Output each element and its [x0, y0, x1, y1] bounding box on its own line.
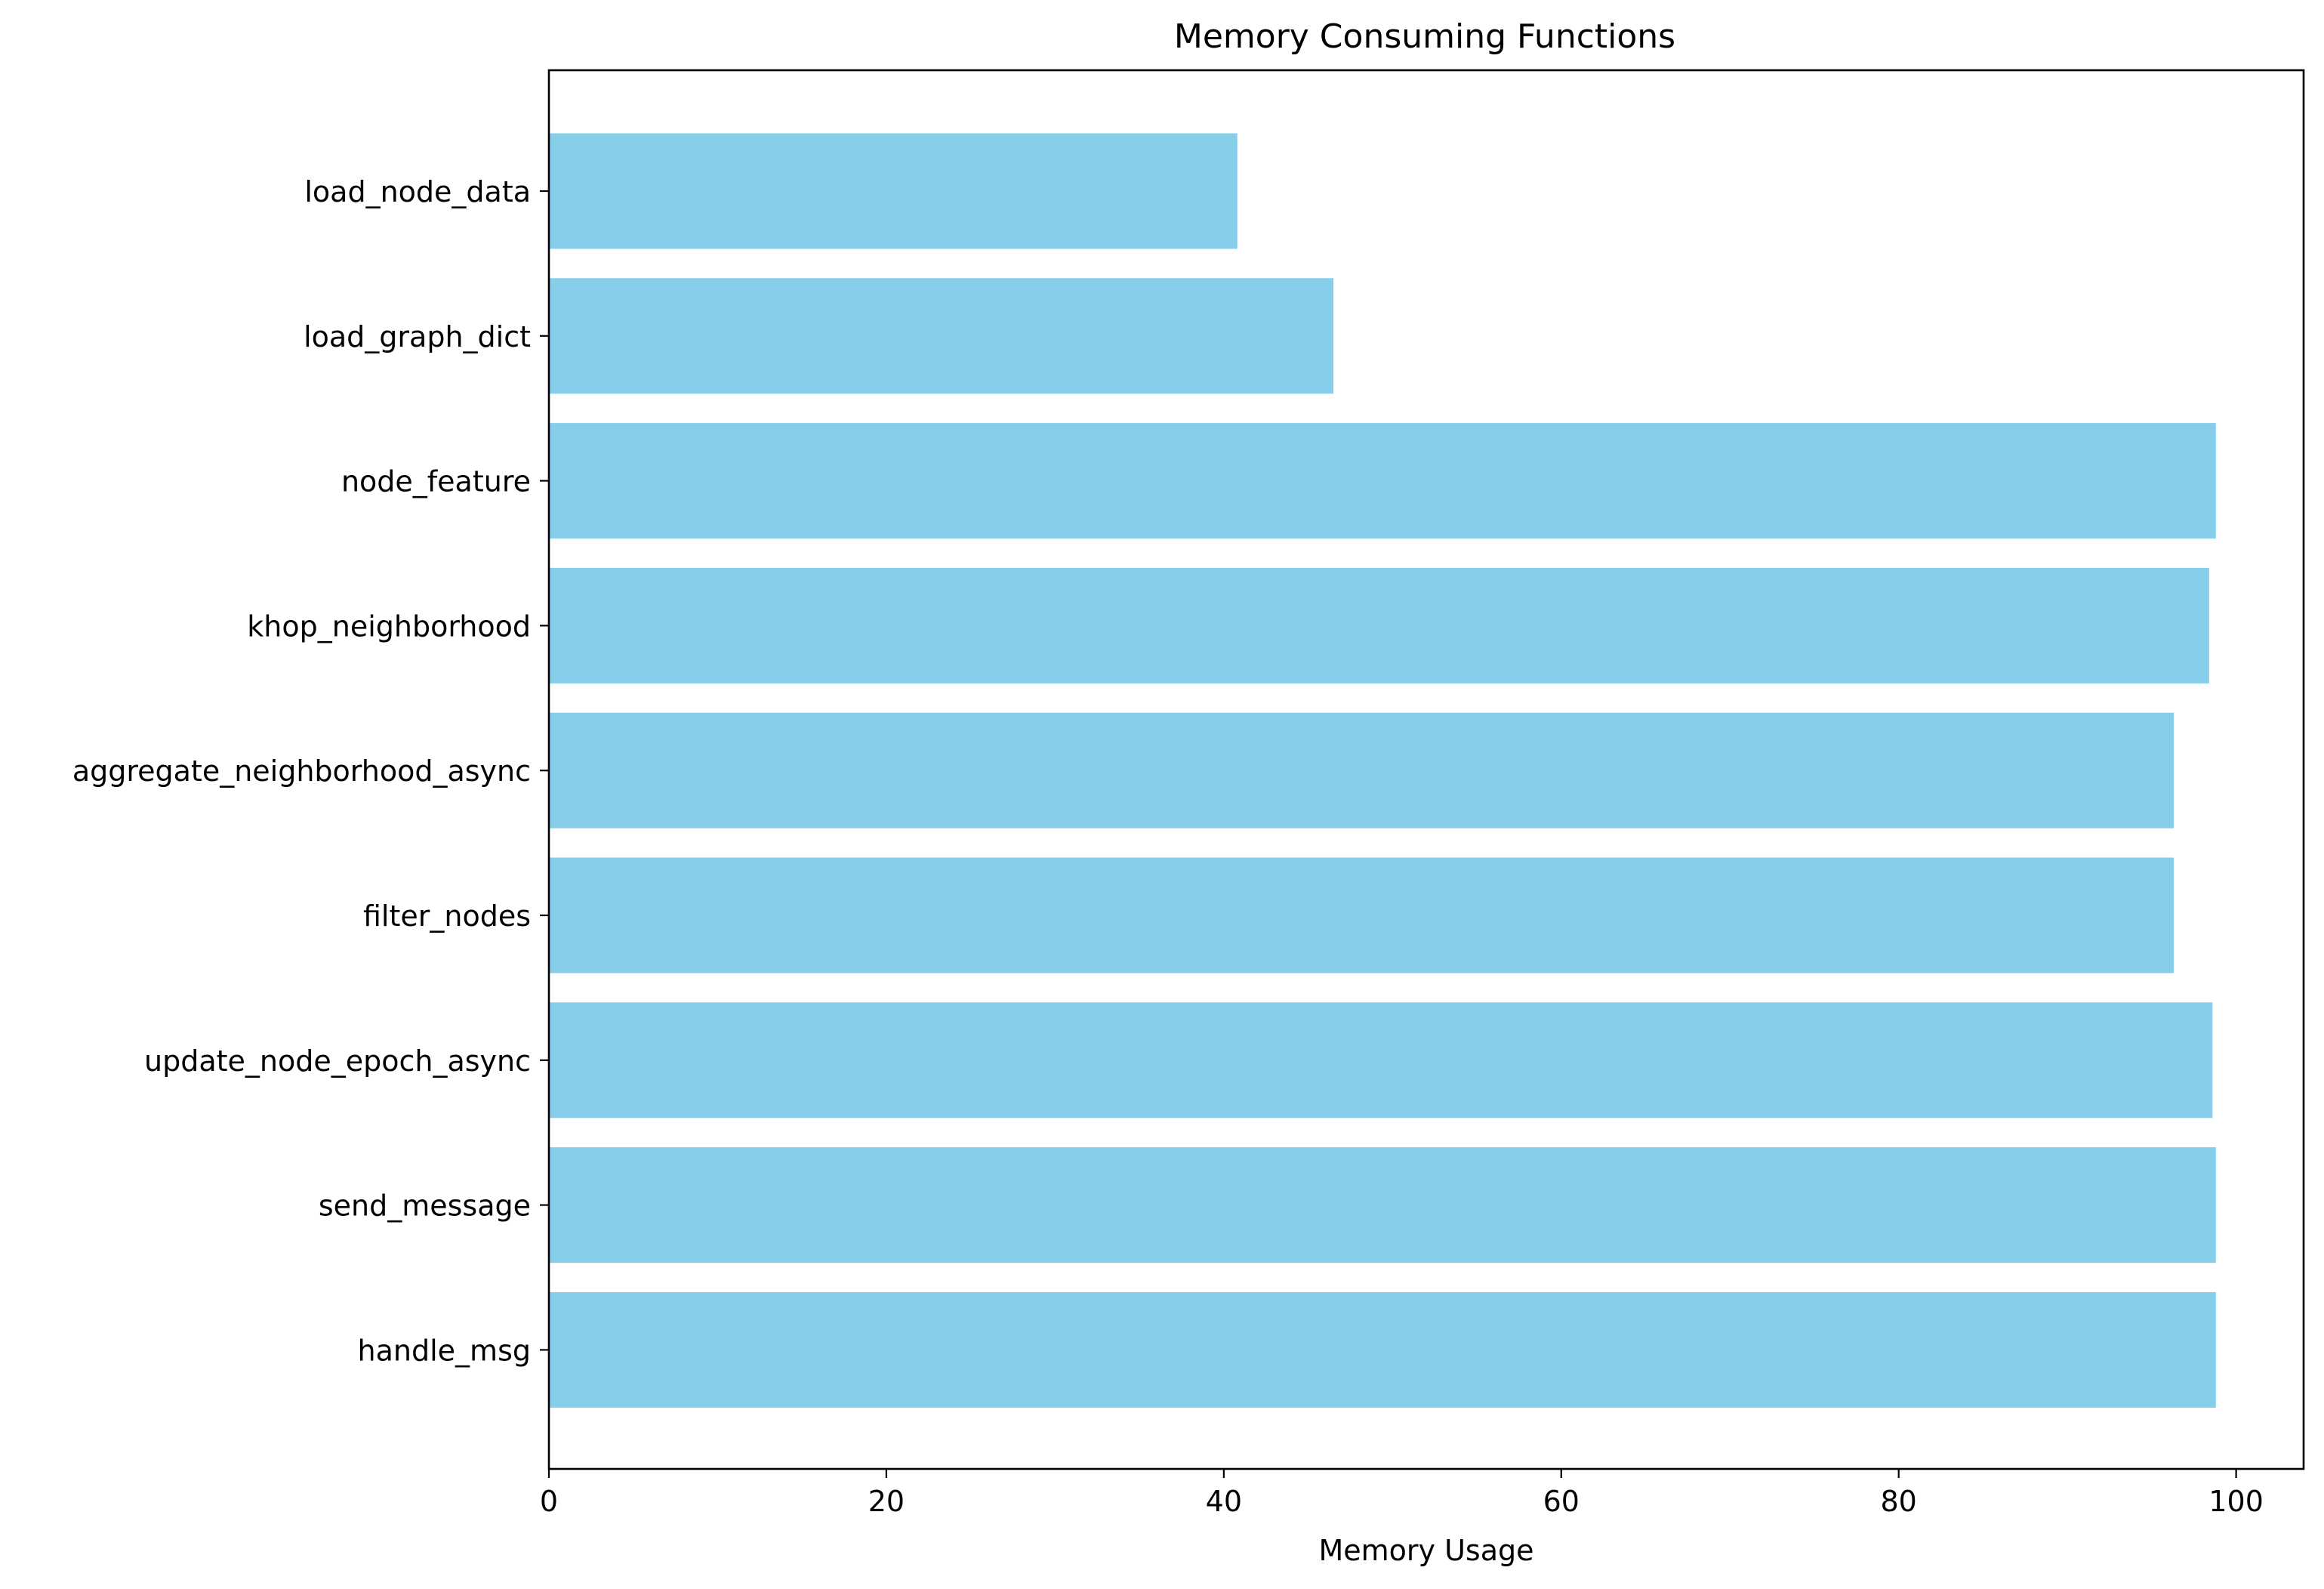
bar-load-graph-dict: [549, 278, 1334, 394]
y-tick-label: aggregate_neighborhood_async: [72, 754, 531, 788]
bar-filter-nodes: [549, 857, 2174, 973]
x-tick-label: 40: [1206, 1485, 1242, 1518]
y-tick-label: handle_msg: [358, 1334, 531, 1367]
x-tick-label: 100: [2208, 1485, 2264, 1518]
bar-aggregate-neighborhood-async: [549, 712, 2174, 828]
bar-node-feature: [549, 423, 2216, 539]
bar-handle-msg: [549, 1291, 2216, 1408]
chart-title: Memory Consuming Functions: [1174, 17, 1675, 56]
y-tick-label: khop_neighborhood: [247, 609, 531, 643]
x-axis-ticks: 0 20 40 60 80 100: [540, 1469, 2264, 1518]
x-tick-label: 20: [868, 1485, 905, 1518]
bar-update-node-epoch-async: [549, 1002, 2213, 1118]
y-tick-label: send_message: [319, 1189, 531, 1223]
x-tick-label: 0: [540, 1485, 558, 1518]
x-axis-label: Memory Usage: [1318, 1534, 1533, 1567]
y-tick-label: node_feature: [341, 465, 531, 498]
bars-group: [549, 133, 2216, 1408]
bar-load-node-data: [549, 133, 1238, 249]
bar-send-message: [549, 1147, 2216, 1263]
y-tick-label: filter_nodes: [363, 899, 531, 933]
plot-area-frame: [547, 69, 2305, 1470]
y-tick-label: load_graph_dict: [304, 320, 531, 353]
y-axis-ticks: load_node_data load_graph_dict node_featur…: [72, 175, 549, 1367]
x-tick-label: 60: [1543, 1485, 1580, 1518]
x-tick-label: 80: [1881, 1485, 1917, 1518]
y-tick-label: load_node_data: [304, 175, 531, 208]
y-tick-label: update_node_epoch_async: [144, 1044, 531, 1078]
bar-khop-neighborhood: [549, 567, 2209, 683]
